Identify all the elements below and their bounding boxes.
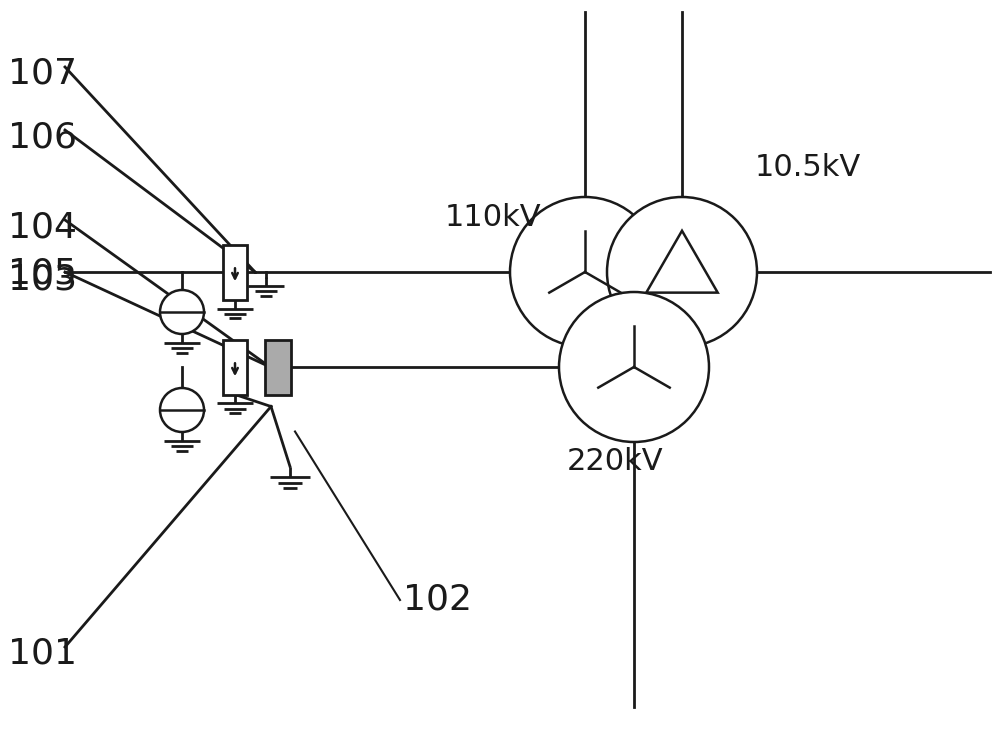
- Text: 220kV: 220kV: [567, 447, 664, 476]
- Circle shape: [160, 290, 204, 334]
- Text: 107: 107: [8, 57, 77, 91]
- Text: 103: 103: [8, 263, 77, 297]
- Circle shape: [160, 388, 204, 432]
- Circle shape: [607, 197, 757, 347]
- Text: 106: 106: [8, 121, 77, 155]
- Text: 104: 104: [8, 211, 77, 245]
- Text: 110kV: 110kV: [445, 202, 542, 232]
- Text: 102: 102: [403, 583, 472, 617]
- Text: 10.5kV: 10.5kV: [755, 153, 861, 181]
- Circle shape: [510, 197, 660, 347]
- Text: 101: 101: [8, 637, 77, 671]
- Bar: [265, 339, 291, 395]
- Bar: [223, 339, 247, 395]
- Bar: [223, 244, 247, 299]
- Circle shape: [559, 292, 709, 442]
- Text: 105: 105: [8, 257, 77, 291]
